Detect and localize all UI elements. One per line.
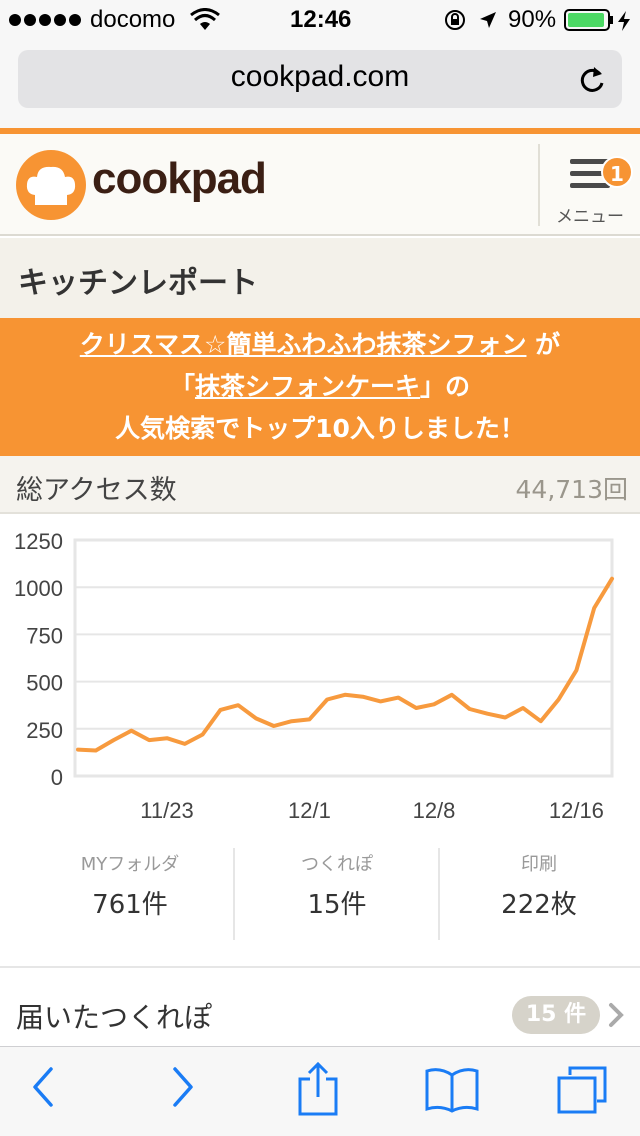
status-time: 12:46 — [290, 6, 352, 33]
x-tick-label: 11/23 — [140, 798, 193, 823]
y-tick-label: 1250 — [14, 529, 63, 554]
stat-tsukurepo-value: 15件 — [307, 890, 367, 920]
address-bar[interactable]: cookpad.com — [18, 50, 622, 108]
total-access-label: 総アクセス数 — [16, 475, 177, 506]
data-point — [610, 577, 614, 581]
status-bar: docomo 12:46 90% — [0, 0, 640, 40]
stat-print: 印刷 222枚 — [433, 850, 640, 921]
data-point — [112, 738, 116, 742]
quote-close: 」の — [420, 372, 471, 401]
signal-strength-icon — [9, 14, 81, 26]
x-tick-label: 12/8 — [413, 798, 456, 823]
total-access-value: 44,713回 — [515, 475, 628, 504]
forward-arrow-icon[interactable] — [170, 1065, 196, 1109]
data-point — [503, 715, 507, 719]
share-icon[interactable] — [296, 1061, 340, 1117]
data-point — [218, 708, 222, 712]
menu-label[interactable]: メニュー — [556, 207, 624, 227]
total-access-row: 総アクセス数 44,713回 — [0, 456, 640, 514]
y-tick-label: 500 — [26, 671, 63, 696]
data-point — [272, 724, 276, 728]
data-point — [183, 742, 187, 746]
received-tsukurepo-label: 届いたつくれぽ — [16, 1001, 213, 1034]
data-point — [165, 736, 169, 740]
data-point — [468, 707, 472, 711]
cookpad-logo-text[interactable]: cookpad — [92, 154, 267, 203]
data-point — [396, 696, 400, 700]
keyword-link[interactable]: 抹茶シフォンケーキ — [194, 372, 420, 401]
battery-icon — [564, 9, 630, 31]
stat-divider — [438, 848, 440, 940]
data-point — [432, 702, 436, 706]
site-header: cookpad メニュー — [0, 134, 640, 236]
data-point — [379, 699, 383, 703]
bookmarks-icon[interactable] — [424, 1067, 480, 1113]
notice-ga-text: が — [526, 330, 561, 359]
x-tick-label: 12/16 — [549, 798, 604, 823]
data-point — [307, 717, 311, 721]
data-point — [201, 732, 205, 736]
data-point — [414, 706, 418, 710]
stat-print-label: 印刷 — [521, 854, 557, 875]
header-accent-line — [0, 128, 640, 134]
notice-line-2: 「抹茶シフォンケーキ」の — [0, 366, 640, 408]
menu-hamburger-icon[interactable] — [568, 156, 612, 192]
ranking-notice: クリスマス☆簡単ふわふわ抹茶シフォン が 「抹茶シフォンケーキ」の 人気検索でト… — [0, 318, 640, 456]
data-point — [557, 698, 561, 702]
y-tick-label: 250 — [26, 718, 63, 743]
data-point — [343, 693, 347, 697]
notice-line-1: クリスマス☆簡単ふわふわ抹茶シフォン が — [0, 324, 640, 366]
data-point — [574, 668, 578, 672]
data-point — [361, 695, 365, 699]
back-arrow-icon[interactable] — [30, 1065, 56, 1109]
wifi-icon — [190, 8, 220, 30]
data-point — [254, 716, 258, 720]
y-tick-label: 0 — [51, 765, 63, 790]
reload-icon[interactable] — [578, 65, 606, 95]
data-point — [325, 698, 329, 702]
y-tick-label: 1000 — [14, 576, 63, 601]
data-point — [592, 606, 596, 610]
stat-tsukurepo-label: つくれぽ — [301, 854, 373, 875]
data-point — [290, 719, 294, 723]
stats-divider-line — [0, 966, 640, 968]
data-point — [485, 712, 489, 716]
notice-line-3: 人気検索でトップ10入りしました！ — [115, 414, 525, 443]
location-arrow-icon — [480, 12, 496, 28]
stat-my-folder-value: 761件 — [92, 890, 168, 920]
data-point — [450, 693, 454, 697]
stat-my-folder-label: MYフォルダ — [80, 854, 180, 875]
orientation-lock-icon — [445, 10, 465, 30]
data-point — [147, 738, 151, 742]
chevron-right-icon — [609, 1003, 624, 1027]
stat-my-folder: MYフォルダ 761件 — [24, 850, 236, 921]
stat-divider — [233, 848, 235, 940]
y-tick-label: 750 — [26, 623, 63, 648]
cookpad-logo-icon[interactable] — [16, 150, 86, 220]
browser-address-area: cookpad.com — [0, 40, 640, 128]
quote-open: 「 — [169, 372, 195, 401]
data-point — [129, 729, 133, 733]
data-point — [539, 719, 543, 723]
carrier-name: docomo — [90, 6, 176, 33]
browser-toolbar — [0, 1046, 640, 1136]
stat-tsukurepo: つくれぽ 15件 — [231, 850, 443, 921]
data-point — [94, 749, 98, 753]
x-tick-label: 12/1 — [288, 798, 331, 823]
data-point — [76, 748, 80, 752]
recipe-link[interactable]: クリスマス☆簡単ふわふわ抹茶シフォン — [79, 330, 527, 359]
url-text[interactable]: cookpad.com — [230, 60, 410, 93]
data-point — [521, 706, 525, 710]
stat-print-value: 222枚 — [501, 890, 577, 920]
tsukurepo-count-badge: 15 件 — [512, 996, 600, 1034]
section-title-bar: キッチンレポート — [0, 238, 640, 318]
data-point — [236, 703, 240, 707]
page-title: キッチンレポート — [18, 266, 258, 301]
tabs-icon[interactable] — [556, 1065, 608, 1115]
menu-divider — [538, 144, 540, 226]
access-line-chart: 1250 1000 750 500 250 0 11/23 12/1 12/8 12/16 — [14, 529, 614, 823]
menu-notification-badge: 1 — [601, 156, 633, 188]
battery-percentage: 90% — [508, 6, 557, 33]
